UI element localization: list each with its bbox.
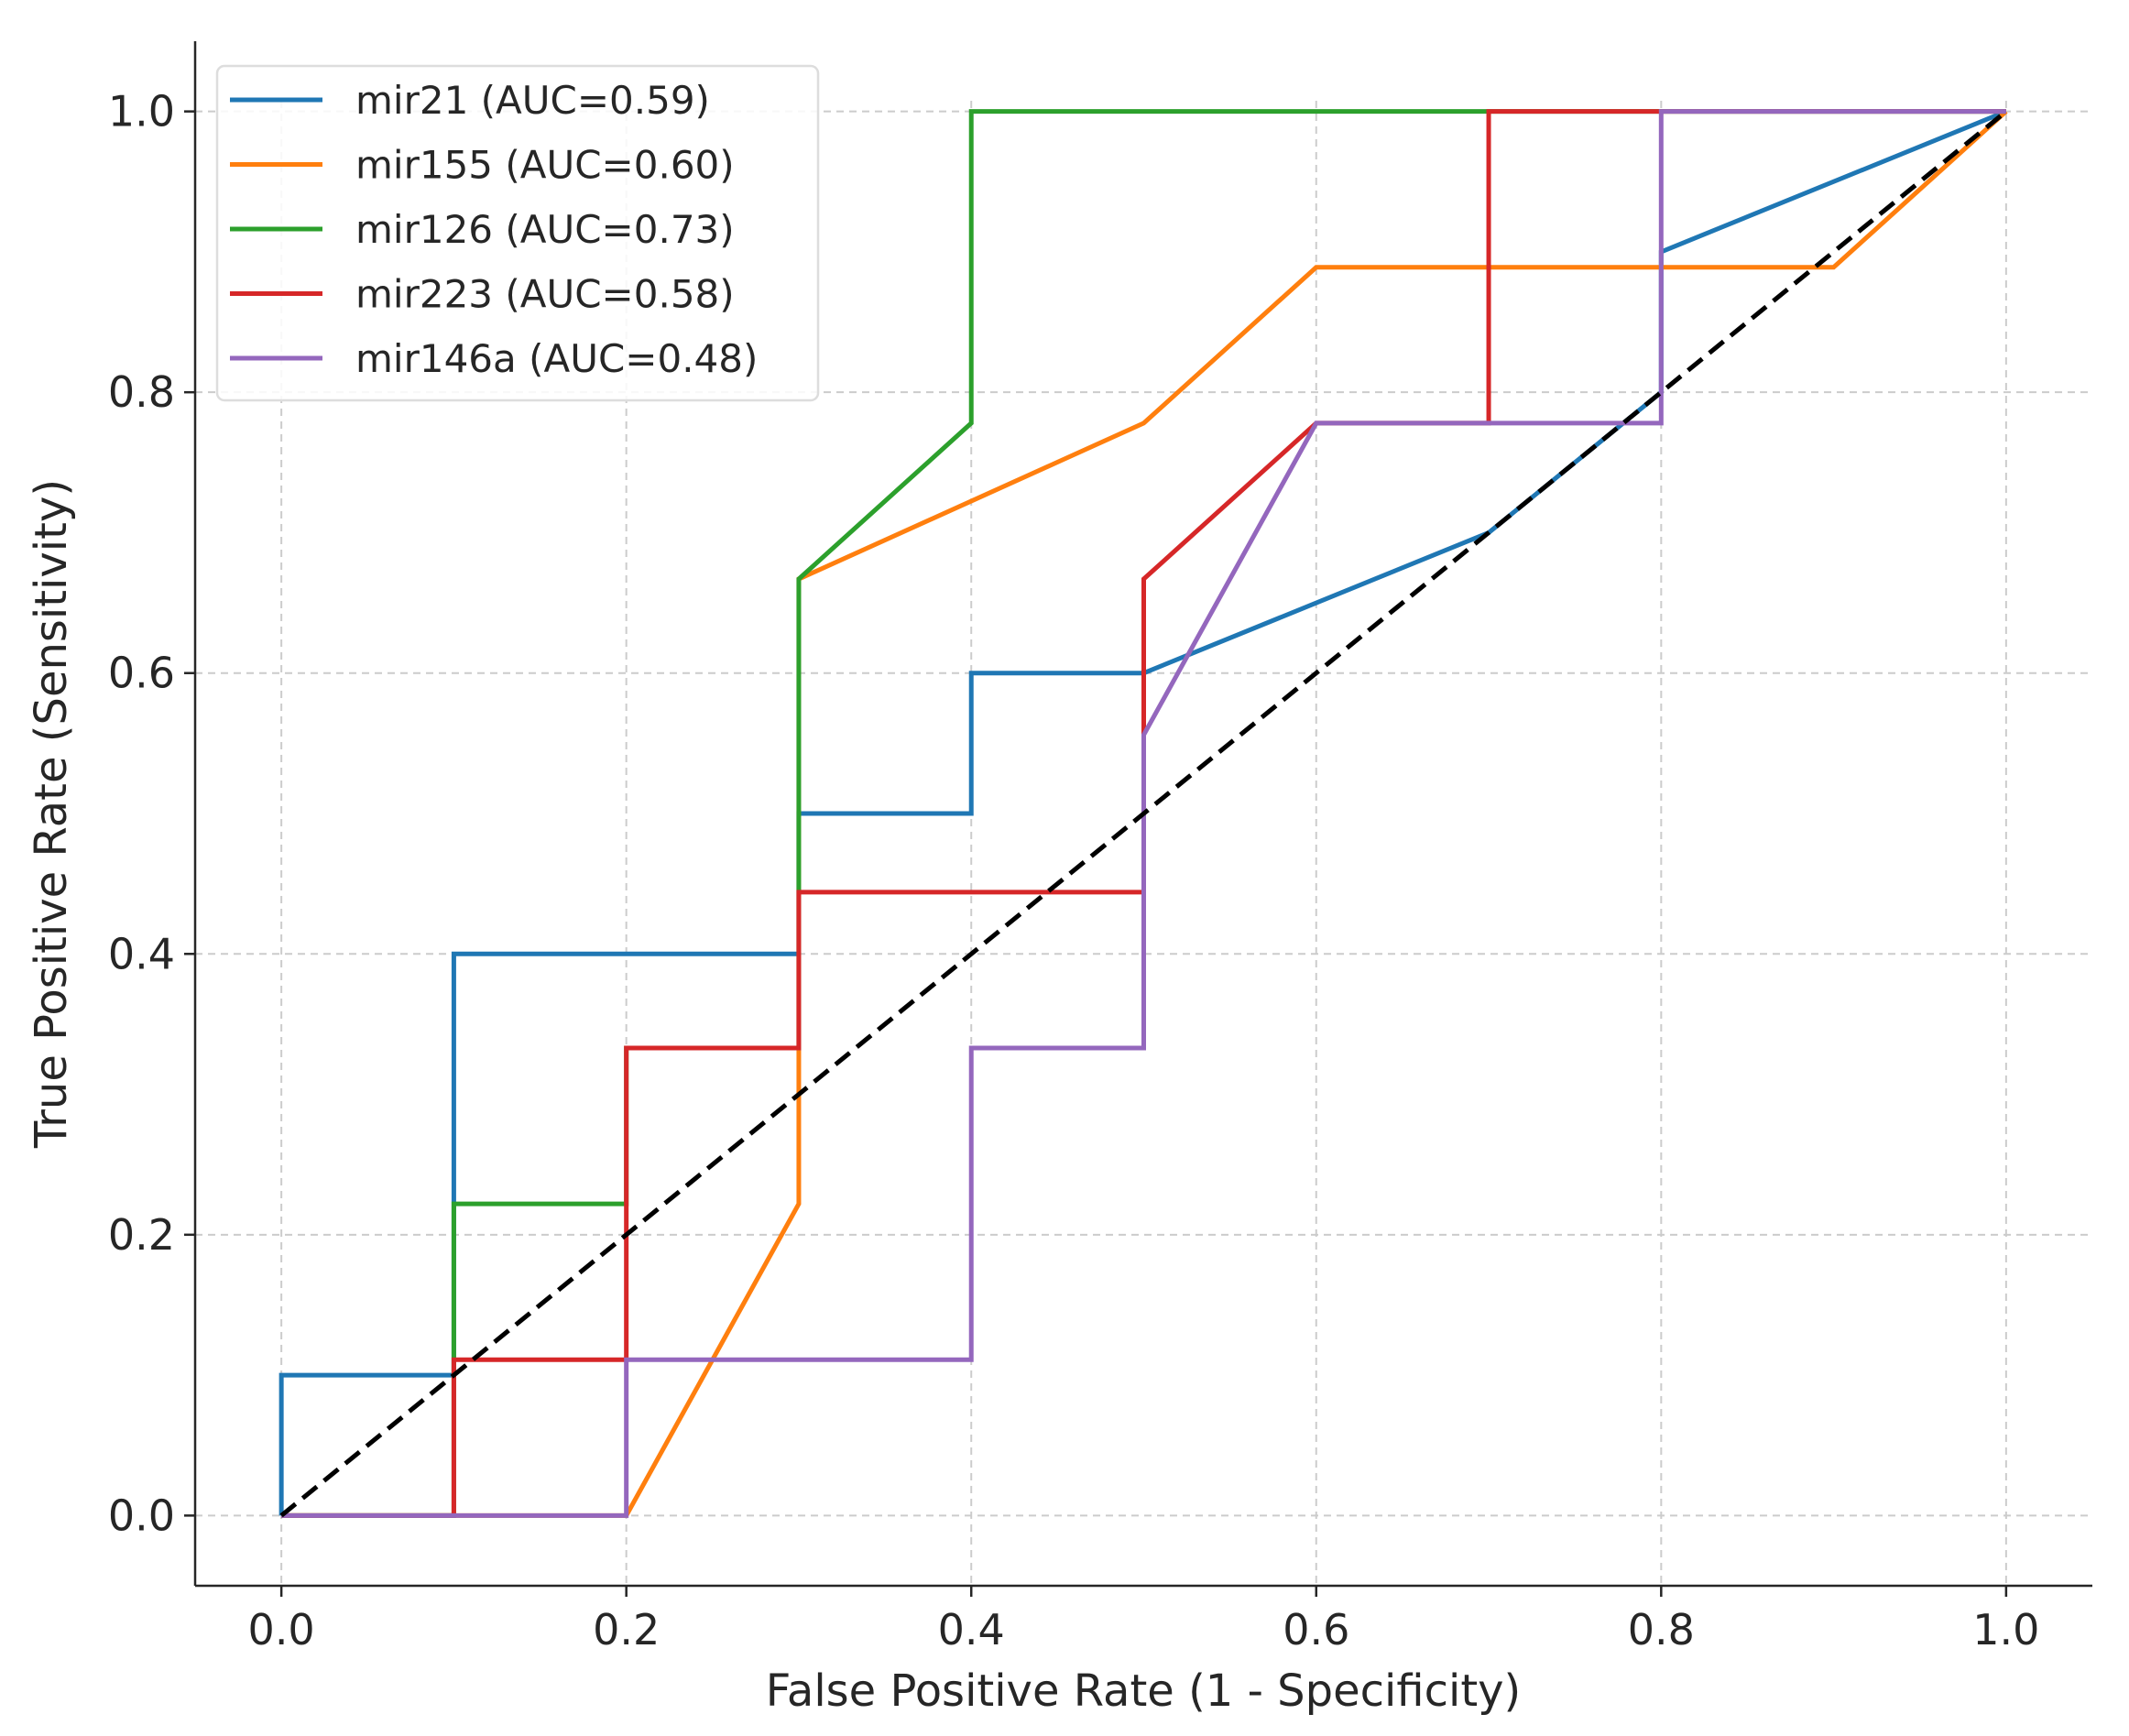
legend-entry: mir21 (AUC=0.59) (355, 78, 710, 123)
x-tick-label: 0.4 (938, 1605, 1005, 1654)
roc-curve-mir146a (281, 109, 2006, 1518)
y-tick-label: 0.0 (108, 1490, 175, 1540)
legend-entry: mir146a (AUC=0.48) (355, 336, 758, 381)
y-tick-label: 0.6 (108, 649, 175, 698)
legend: mir21 (AUC=0.59) mir155 (AUC=0.60) mir126 … (215, 64, 820, 402)
axes: 0.0 0.2 0.4 0.6 0.8 1.0 0.0 0.2 0.4 0.6 0.8 1.0 (108, 41, 2092, 1654)
legend-entry: mir223 (AUC=0.58) (355, 272, 735, 317)
legend-entry: mir155 (AUC=0.60) (355, 143, 735, 188)
x-tick-label: 0.0 (248, 1605, 315, 1654)
y-tick-label: 0.4 (108, 929, 175, 978)
chance-reference-line (279, 109, 2008, 1518)
x-tick-label: 0.6 (1283, 1605, 1349, 1654)
y-tick-label: 0.2 (108, 1210, 175, 1260)
y-tick-label: 1.0 (108, 87, 175, 136)
roc-curve-mir155 (281, 109, 2008, 1518)
x-tick-label: 0.2 (593, 1605, 660, 1654)
y-axis-label: True Positive Rate (Sensitivity) (26, 479, 77, 1149)
x-tick-label: 1.0 (1972, 1605, 2039, 1654)
y-tick-label: 0.8 (108, 367, 175, 417)
legend-entry: mir126 (AUC=0.73) (355, 207, 735, 252)
x-tick-label: 0.8 (1628, 1605, 1695, 1654)
legend-box (215, 64, 820, 402)
x-axis-label: False Positive Rate (1 - Specificity) (766, 1665, 1522, 1717)
series-layer (278, 109, 2008, 1518)
